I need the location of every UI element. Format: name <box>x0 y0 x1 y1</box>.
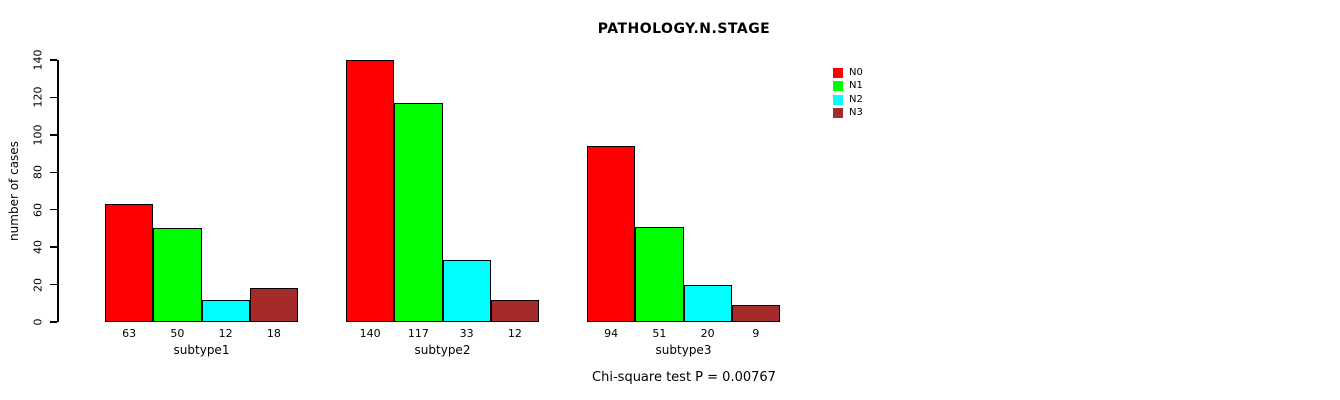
bar-value-label: 94 <box>604 327 619 340</box>
bar-value-label: 51 <box>652 327 667 340</box>
bar-value-label: 9 <box>752 327 760 340</box>
bar-value-label: 20 <box>700 327 715 340</box>
y-tick <box>50 171 57 174</box>
legend-swatch-n1 <box>833 81 843 92</box>
bar-n0-subtype2 <box>346 60 395 322</box>
chart-title: PATHOLOGY.N.STAGE <box>597 21 771 37</box>
legend-label-n2: N2 <box>849 93 863 105</box>
y-tick-label: 0 <box>31 318 45 326</box>
legend-swatch-n3 <box>833 108 843 119</box>
bar-value-label: 18 <box>266 327 281 340</box>
bar-value-label: 12 <box>218 327 233 340</box>
bar-n2-subtype1 <box>201 299 250 322</box>
y-tick <box>50 96 57 99</box>
bar-n3-subtype2 <box>490 299 539 322</box>
y-tick-label: 80 <box>31 165 45 180</box>
bar-n1-subtype1 <box>153 228 202 322</box>
y-tick-label: 140 <box>31 49 45 71</box>
y-tick <box>50 208 57 211</box>
legend-label-n1: N1 <box>849 80 863 92</box>
group-label-subtype3: subtype3 <box>655 343 712 357</box>
group-label-subtype1: subtype1 <box>173 343 230 357</box>
bar-n3-subtype3 <box>731 305 780 322</box>
bar-n2-subtype2 <box>442 260 491 322</box>
y-axis-line <box>57 60 59 322</box>
legend-label-n0: N0 <box>849 67 863 78</box>
bar-value-label: 140 <box>359 327 381 340</box>
bar-n1-subtype2 <box>394 103 443 322</box>
legend-label-n3: N3 <box>849 107 863 119</box>
bar-value-label: 63 <box>122 327 137 340</box>
group-label-subtype2: subtype2 <box>414 343 471 357</box>
bar-value-label: 50 <box>170 327 185 340</box>
y-tick <box>50 134 57 136</box>
bar-n0-subtype1 <box>105 204 154 322</box>
y-tick-label: 60 <box>31 202 45 217</box>
y-tick-label: 20 <box>31 277 45 292</box>
bar-value-label: 33 <box>459 327 474 340</box>
bar-n0-subtype3 <box>587 146 636 322</box>
y-tick-label: 100 <box>31 124 45 146</box>
legend-swatch-n0 <box>833 68 843 78</box>
legend-swatch-n2 <box>833 94 843 105</box>
chi-square-note: Chi-square test P = 0.00767 <box>592 370 776 385</box>
y-tick <box>50 246 57 248</box>
bar-n3-subtype1 <box>249 288 298 322</box>
y-tick <box>50 321 57 323</box>
y-tick-label: 120 <box>31 86 45 108</box>
bar-n2-subtype3 <box>683 284 732 322</box>
y-tick <box>50 283 57 286</box>
bar-value-label: 12 <box>507 327 522 340</box>
bar-value-label: 117 <box>407 327 429 340</box>
bar-n1-subtype3 <box>635 226 684 322</box>
y-tick <box>50 59 57 61</box>
y-tick-label: 40 <box>31 240 45 255</box>
